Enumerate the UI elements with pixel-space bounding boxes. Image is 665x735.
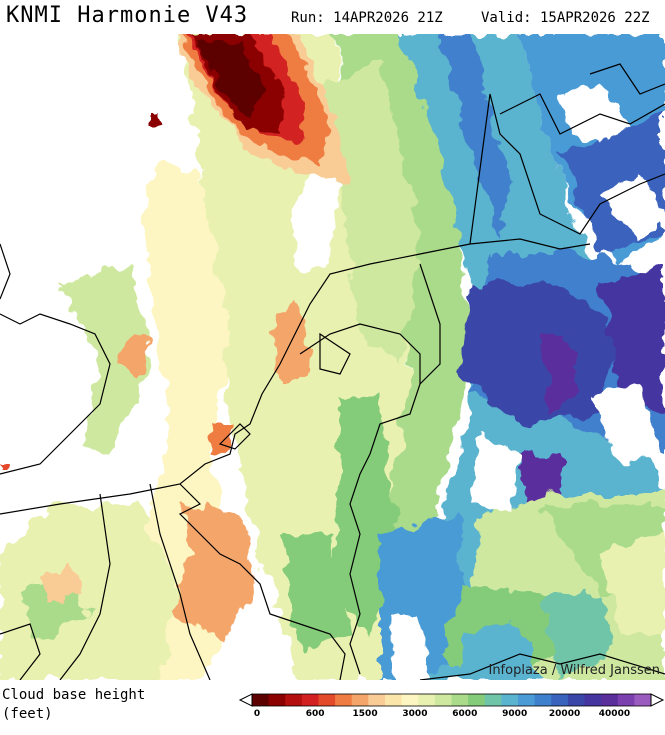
forecast-map[interactable]: Infoplaza / Wilfred Janssen xyxy=(0,34,665,680)
scale-swatch xyxy=(518,694,536,706)
scale-swatch xyxy=(468,694,486,706)
scale-left-arrow xyxy=(238,693,253,707)
scale-swatch xyxy=(268,694,286,706)
scale-swatch xyxy=(401,694,419,706)
scale-tick-label: 9000 xyxy=(502,709,527,719)
scale-swatch xyxy=(584,694,602,706)
scale-swatch xyxy=(285,694,303,706)
color-scale-swatches xyxy=(251,693,652,707)
scale-tick-label: 600 xyxy=(306,709,325,719)
scale-swatch xyxy=(617,694,635,706)
scale-swatch xyxy=(567,694,585,706)
coastlines-borders xyxy=(0,63,665,680)
valid-time: Valid: 15APR2026 22Z xyxy=(481,10,650,26)
scale-swatch xyxy=(551,694,569,706)
scale-swatch xyxy=(301,694,319,706)
scale-swatch xyxy=(601,694,619,706)
legend-title-line2: (feet) xyxy=(2,706,53,722)
map-title: KNMI Harmonie V43 xyxy=(6,3,249,28)
scale-tick-label: 20000 xyxy=(549,709,580,719)
scale-swatch xyxy=(385,694,403,706)
scale-swatch xyxy=(351,694,369,706)
legend: Cloud base height (feet) 0 600 1500 3000 600… xyxy=(0,680,665,735)
map-canvas xyxy=(0,34,665,680)
scale-tick-label: 40000 xyxy=(599,709,630,719)
color-scale: 0 600 1500 3000 6000 9000 20000 40000 xyxy=(238,693,665,719)
scale-swatch xyxy=(501,694,519,706)
legend-title: Cloud base height (feet) xyxy=(2,686,145,724)
scale-swatch xyxy=(534,694,552,706)
scale-swatch xyxy=(484,694,502,706)
low-cloud-core xyxy=(0,34,350,472)
scale-tick-label: 0 xyxy=(254,709,260,719)
header: KNMI Harmonie V43 Run: 14APR2026 21Z Val… xyxy=(0,0,665,34)
scale-tick-label: 1500 xyxy=(353,709,378,719)
scale-swatch xyxy=(418,694,436,706)
scale-tick-label: 3000 xyxy=(402,709,427,719)
run-time: Run: 14APR2026 21Z xyxy=(291,10,443,26)
scale-swatch xyxy=(335,694,353,706)
color-scale-ticks: 0 600 1500 3000 6000 9000 20000 40000 xyxy=(254,709,630,719)
scale-swatch xyxy=(634,694,652,706)
scale-swatch xyxy=(434,694,452,706)
scale-right-arrow xyxy=(650,693,665,707)
clear-sky-areas xyxy=(0,34,665,680)
scale-swatch xyxy=(318,694,336,706)
scale-swatch xyxy=(368,694,386,706)
legend-title-line1: Cloud base height xyxy=(2,687,146,703)
map-credit: Infoplaza / Wilfred Janssen xyxy=(488,663,660,678)
scale-swatch xyxy=(252,694,270,706)
scale-swatch xyxy=(451,694,469,706)
scale-tick-label: 6000 xyxy=(452,709,477,719)
